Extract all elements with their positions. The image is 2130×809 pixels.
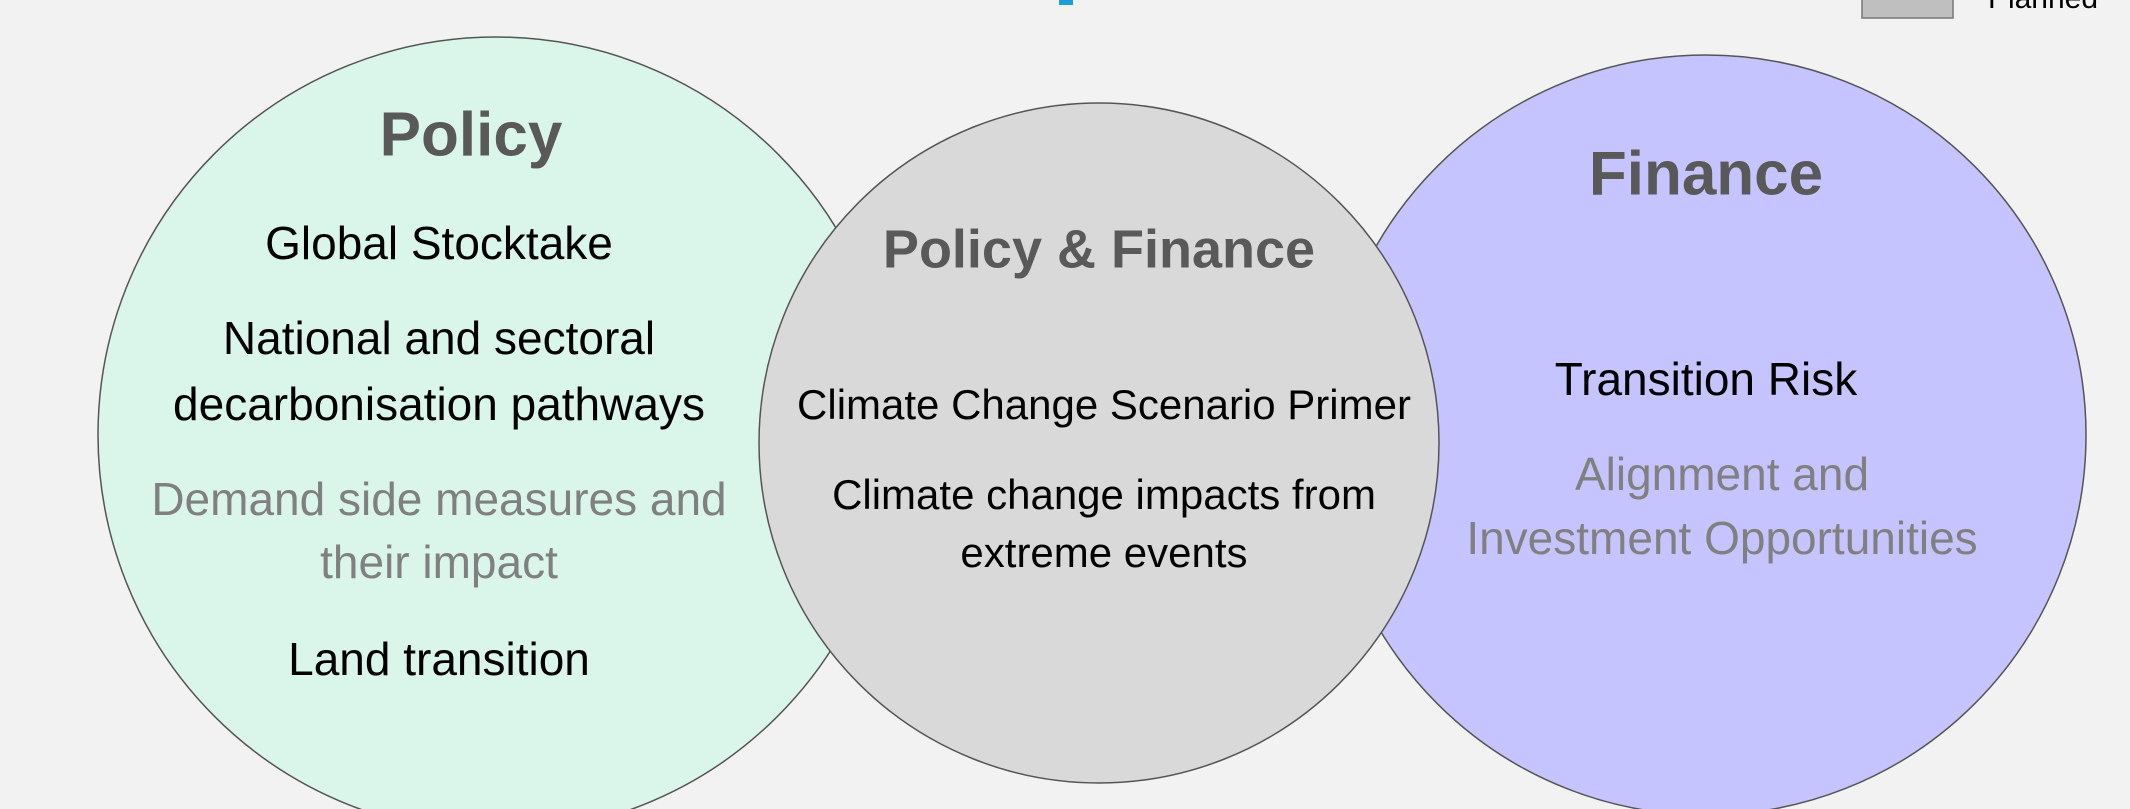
labels: Policy Global Stocktake National and secto… [151, 100, 1977, 685]
overlap-circle [758, 102, 1440, 784]
legend-marker [1059, 0, 1073, 5]
item-text: decarbonisation pathways [173, 378, 705, 430]
item-text: Climate Change Scenario Primer [797, 381, 1411, 428]
item-text: Land transition [288, 633, 590, 685]
item-text: Climate change impacts from [832, 471, 1376, 518]
circle-title: Policy [380, 100, 563, 169]
item-text: extreme events [960, 529, 1247, 576]
item-text: Global Stocktake [265, 217, 613, 269]
item-text: their impact [320, 536, 558, 588]
item-text: Investment Opportunities [1466, 512, 1977, 564]
item-text: National and sectoral [223, 312, 655, 364]
circle-title: Policy & Finance [883, 219, 1315, 279]
item-text: Alignment and [1575, 448, 1869, 500]
circle-title: Finance [1589, 139, 1823, 208]
item-text: Demand side measures and [151, 473, 726, 525]
legend-swatch [1861, 0, 1954, 19]
item-text: Transition Risk [1555, 353, 1858, 405]
legend-label: Planned [1988, 0, 2098, 15]
